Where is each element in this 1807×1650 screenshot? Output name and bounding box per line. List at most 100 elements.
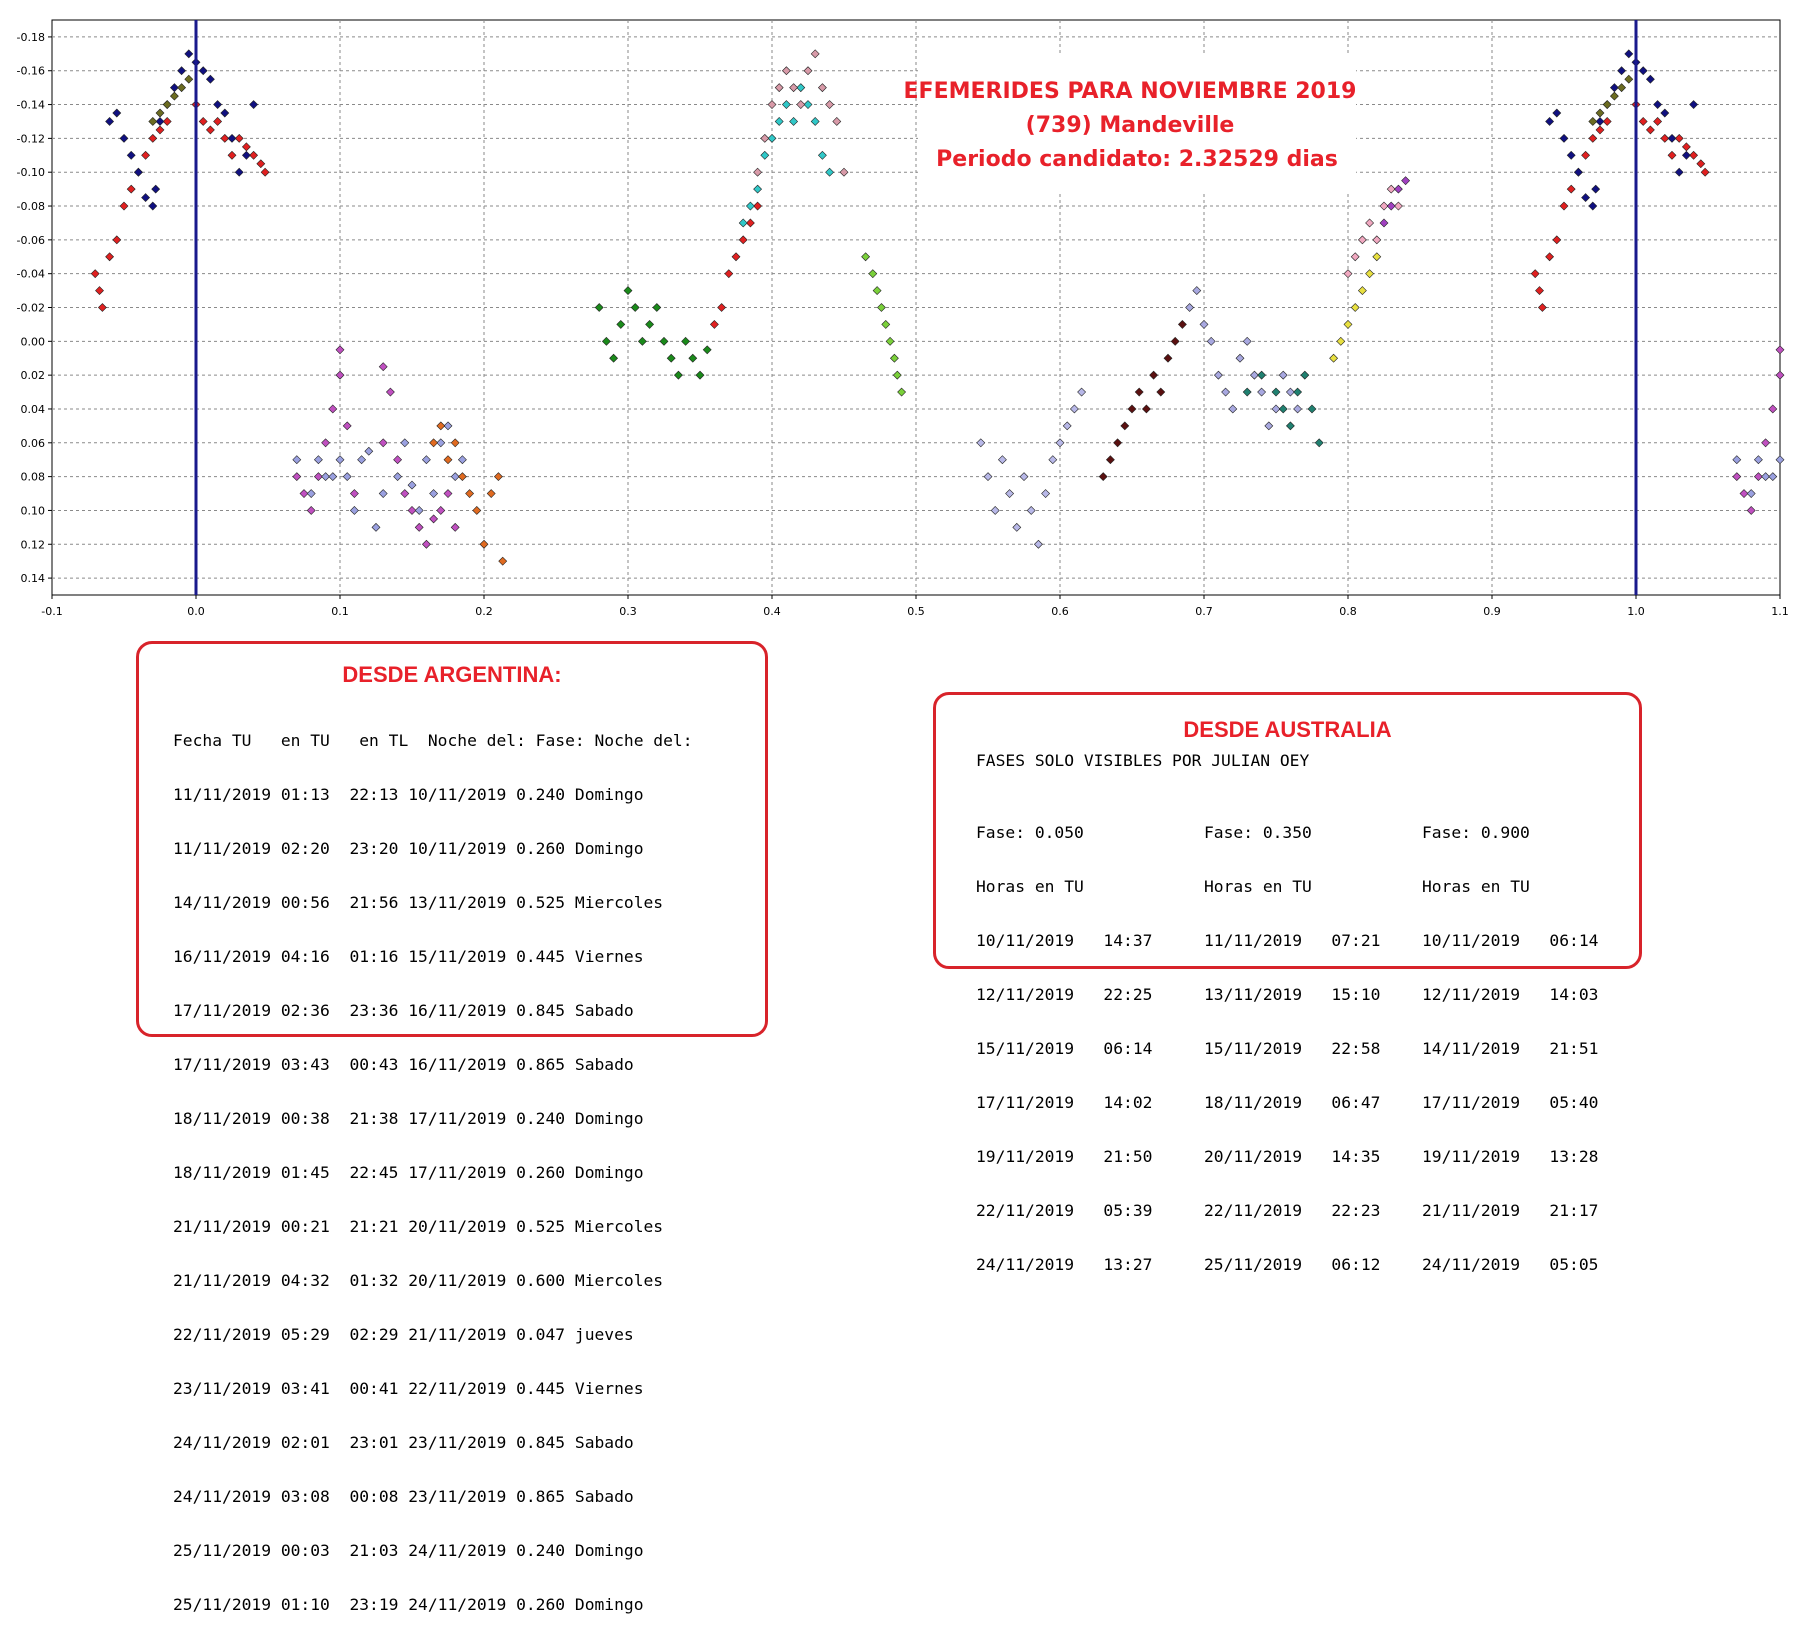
data-point xyxy=(1372,252,1382,262)
data-point xyxy=(1653,117,1663,126)
data-point xyxy=(1746,489,1756,498)
data-point xyxy=(414,522,424,532)
data-point xyxy=(148,201,158,211)
data-point xyxy=(1545,252,1555,262)
data-point xyxy=(213,100,223,109)
x-tick-label: 0.9 xyxy=(1483,605,1501,618)
argentina-table: Fecha TU en TU en TL Noche del: Fase: No… xyxy=(173,696,693,1650)
data-point xyxy=(321,438,331,448)
data-point xyxy=(1775,370,1785,380)
data-point xyxy=(249,150,259,160)
data-point xyxy=(753,167,763,177)
data-point xyxy=(810,49,820,59)
data-point xyxy=(1566,184,1576,194)
data-point xyxy=(976,438,986,448)
data-point xyxy=(1732,455,1742,465)
data-point xyxy=(155,108,165,118)
data-point xyxy=(177,83,187,93)
data-point xyxy=(803,66,813,76)
data-point xyxy=(1127,404,1137,414)
y-tick-label: -0.02 xyxy=(17,302,45,315)
data-point xyxy=(450,438,460,448)
data-point xyxy=(1624,74,1634,84)
data-point xyxy=(1156,387,1166,397)
data-point xyxy=(1257,370,1267,380)
data-point xyxy=(205,74,215,84)
data-point xyxy=(306,489,316,498)
data-points xyxy=(90,49,1785,566)
data-point xyxy=(1552,108,1562,118)
data-point xyxy=(1149,370,1159,380)
list-item: 24/11/2019 05:05 xyxy=(1422,1255,1599,1274)
data-point xyxy=(1393,184,1403,194)
data-point xyxy=(119,133,129,143)
data-point xyxy=(1278,404,1288,414)
list-item: 17/11/2019 14:02 xyxy=(976,1093,1153,1112)
data-point xyxy=(1293,387,1303,397)
data-point xyxy=(443,455,453,465)
y-tick-label: 0.10 xyxy=(21,504,46,517)
data-point xyxy=(313,472,323,482)
list-item: 22/11/2019 22:23 xyxy=(1204,1201,1381,1220)
data-point xyxy=(1566,150,1576,160)
table-row: 25/11/2019 01:10 23:19 24/11/2019 0.260 … xyxy=(173,1595,644,1614)
data-point xyxy=(1602,100,1612,109)
data-point xyxy=(1069,404,1079,414)
data-point xyxy=(1653,100,1663,109)
data-point xyxy=(1062,421,1072,431)
data-point xyxy=(177,66,187,76)
data-point xyxy=(148,117,158,126)
data-point xyxy=(414,506,424,515)
list-item: 19/11/2019 13:28 xyxy=(1422,1147,1599,1166)
table-row: 11/11/2019 01:13 22:13 10/11/2019 0.240 … xyxy=(173,785,644,804)
data-point xyxy=(1624,49,1634,59)
data-point xyxy=(1638,117,1648,126)
data-point xyxy=(796,100,806,109)
x-tick-label: 0.6 xyxy=(1051,605,1069,618)
data-point xyxy=(724,269,734,279)
data-point xyxy=(1761,472,1771,482)
x-axis-ticks: -0.1 0.0 0.1 0.2 0.3 0.4 0.5 0.6 0.7 0.8 0.9 1.0 1.1 xyxy=(41,595,1789,618)
fase-label: Fase: 0.050 xyxy=(976,823,1084,842)
data-point xyxy=(1343,319,1353,329)
data-point xyxy=(1768,472,1778,482)
data-point xyxy=(1700,167,1710,177)
data-point xyxy=(184,74,194,84)
x-tick-label: 0.1 xyxy=(331,605,349,618)
data-point xyxy=(371,522,381,532)
data-point xyxy=(378,489,388,498)
data-point xyxy=(357,455,367,465)
y-tick-label: 0.14 xyxy=(21,572,46,585)
list-item: 15/11/2019 22:58 xyxy=(1204,1039,1381,1058)
data-point xyxy=(105,117,115,126)
data-point xyxy=(717,303,727,312)
data-point xyxy=(861,252,871,262)
y-tick-label: 0.02 xyxy=(21,369,46,382)
data-point xyxy=(1775,455,1785,465)
data-point xyxy=(1357,286,1367,296)
horas-label: Horas en TU xyxy=(1422,877,1530,896)
data-point xyxy=(1588,133,1598,143)
data-point xyxy=(1242,387,1252,397)
data-point xyxy=(695,370,705,380)
table-row: 18/11/2019 00:38 21:38 17/11/2019 0.240 … xyxy=(173,1109,644,1128)
data-point xyxy=(885,336,895,346)
data-point xyxy=(760,133,770,143)
y-tick-label: 0.12 xyxy=(21,538,46,551)
data-point xyxy=(1559,201,1569,211)
data-point xyxy=(227,133,237,143)
data-point xyxy=(817,83,827,93)
data-point xyxy=(1300,370,1310,380)
data-point xyxy=(1134,387,1144,397)
data-point xyxy=(479,539,489,549)
data-point xyxy=(1350,303,1360,312)
data-point xyxy=(738,218,748,228)
data-point xyxy=(616,319,626,329)
data-point xyxy=(234,133,244,143)
y-tick-label: -0.18 xyxy=(17,31,45,44)
data-point xyxy=(803,100,813,109)
x-tick-label: 0.0 xyxy=(187,605,205,618)
data-point xyxy=(1199,319,1209,329)
data-point xyxy=(292,455,302,465)
data-point xyxy=(1041,489,1051,498)
